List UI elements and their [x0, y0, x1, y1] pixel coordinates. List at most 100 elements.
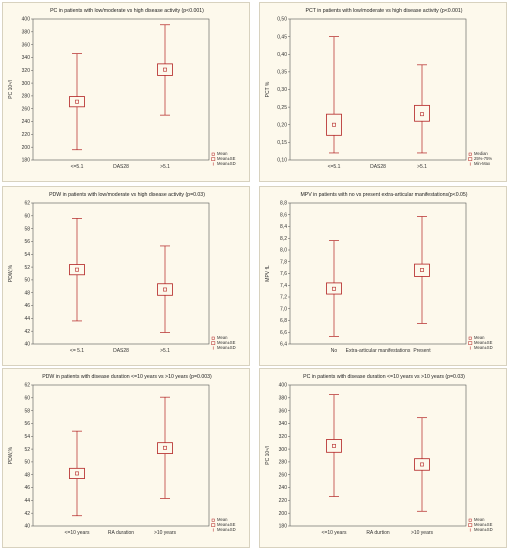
- chart-panel-pdw-disease-activity: PDW in patients with low/moderate vs hig…: [2, 186, 250, 366]
- legend-entry: Mean: [217, 517, 228, 522]
- x-category-label: Present: [413, 348, 431, 354]
- y-tick-label: 380: [279, 396, 288, 402]
- legend-symbol: [468, 518, 472, 522]
- center-marker: [332, 286, 336, 291]
- plot-frame: [289, 18, 467, 161]
- y-tick-label: 280: [22, 94, 31, 100]
- y-axis-label: MPV fL: [265, 265, 271, 282]
- chart-svg: PDW in patients with low/moderate vs hig…: [8, 192, 236, 354]
- chart-panel-pc-disease-duration: PC in patients with disease duration <=1…: [259, 368, 507, 548]
- y-tick-label: 0,40: [277, 52, 287, 58]
- y-tick-label: 0,50: [277, 17, 287, 23]
- box-rect: [414, 263, 430, 277]
- y-tick-label: 42: [24, 329, 30, 335]
- y-tick-label: 320: [279, 434, 288, 440]
- y-tick-label: 8,6: [280, 212, 287, 218]
- legend-symbol: [468, 523, 473, 527]
- legend-symbol: [211, 341, 216, 345]
- plot-frame: [32, 18, 210, 161]
- legend-symbol: [468, 336, 472, 340]
- y-tick-label: 180: [22, 158, 31, 164]
- box-first: [326, 240, 342, 337]
- y-tick-label: 58: [24, 408, 30, 414]
- y-tick-label: 8,4: [280, 224, 287, 230]
- y-tick-label: 0,35: [277, 70, 287, 76]
- x-category-label: >5.1: [417, 164, 427, 170]
- y-tick-label: 340: [22, 55, 31, 61]
- box-rect: [157, 283, 173, 296]
- legend-symbol: [211, 518, 215, 522]
- legend-entry: Mean±SD: [217, 527, 236, 532]
- y-tick-label: 60: [24, 396, 30, 402]
- y-tick-label: 8,0: [280, 248, 287, 254]
- y-tick-label: 60: [24, 214, 30, 220]
- chart-svg: PC in patients with low/moderate vs high…: [8, 8, 236, 170]
- y-tick-label: 6,8: [280, 318, 287, 324]
- y-tick-label: 320: [22, 68, 31, 74]
- box-first: [326, 394, 342, 497]
- x-category-label: >5.1: [160, 348, 170, 354]
- y-tick-label: 46: [24, 303, 30, 309]
- plot-frame: [289, 384, 467, 527]
- chart-panel-pc-disease-activity: PC in patients with low/moderate vs high…: [2, 2, 250, 182]
- legend-entry: Mean: [217, 335, 228, 340]
- y-tick-label: 400: [279, 383, 288, 389]
- center-marker: [420, 112, 424, 117]
- y-tick-label: 0,10: [277, 158, 287, 164]
- x-category-label: <=5.1: [71, 164, 84, 170]
- legend-symbol: [468, 157, 473, 161]
- x-category-label: >10 years: [411, 530, 434, 536]
- legend-entry: Mean±SE: [217, 340, 236, 345]
- legend-entry: Mean: [217, 151, 228, 156]
- y-tick-label: 300: [279, 447, 288, 453]
- box-second: [157, 24, 173, 116]
- legend-entry: Mean±SE: [217, 522, 236, 527]
- y-tick-label: 7,4: [280, 283, 287, 289]
- y-tick-label: 6,6: [280, 330, 287, 336]
- y-tick-label: 0,45: [277, 34, 287, 40]
- box-rect: [69, 96, 85, 108]
- box-rect: [69, 264, 85, 276]
- y-tick-label: 48: [24, 472, 30, 478]
- y-tick-label: 400: [22, 17, 31, 23]
- legend-entry: Mean±SD: [217, 345, 236, 350]
- y-tick-label: 8,8: [280, 201, 287, 207]
- legend-entry: Mean±SE: [474, 340, 493, 345]
- chart-svg: PCT in patients with low/moderate vs hig…: [265, 8, 492, 170]
- center-marker: [75, 99, 79, 104]
- x-axis-label: DAS28: [370, 164, 386, 170]
- chart-title: MPV in patients with no vs present extra…: [300, 192, 467, 198]
- box-second: [414, 417, 430, 512]
- box-rect: [69, 467, 85, 479]
- y-tick-label: 52: [24, 447, 30, 453]
- center-marker: [75, 267, 79, 272]
- center-marker: [420, 462, 424, 467]
- box-rect: [157, 63, 173, 76]
- x-category-label: >5.1: [160, 164, 170, 170]
- y-tick-label: 240: [279, 485, 288, 491]
- y-tick-label: 52: [24, 265, 30, 271]
- box-second: [157, 396, 173, 499]
- legend-symbol: [211, 152, 215, 156]
- y-tick-label: 50: [24, 278, 30, 284]
- y-tick-label: 260: [22, 106, 31, 112]
- y-tick-label: 280: [279, 460, 288, 466]
- chart-svg: PC in patients with disease duration <=1…: [265, 374, 493, 536]
- center-marker: [332, 122, 336, 127]
- legend-entry: Mean: [474, 517, 485, 522]
- y-tick-label: 0,15: [277, 140, 287, 146]
- y-tick-label: 40: [24, 524, 30, 530]
- x-axis-label: Extra-articular manifestations: [346, 348, 411, 354]
- y-tick-label: 360: [279, 408, 288, 414]
- y-tick-label: 7,0: [280, 306, 287, 312]
- y-tick-label: 44: [24, 316, 30, 322]
- legend-entry: Mean±SD: [474, 345, 493, 350]
- y-tick-label: 0,25: [277, 105, 287, 111]
- x-axis-label: DAS28: [113, 164, 129, 170]
- y-axis-label: PC 10⁹/l: [265, 446, 271, 465]
- box-rect: [326, 113, 342, 136]
- y-tick-label: 200: [22, 145, 31, 151]
- chart-panel-pdw-disease-duration: PDW in patients with disease duration <=…: [2, 368, 250, 548]
- chart-title: PC in patients with low/moderate vs high…: [50, 8, 204, 14]
- box-first: [69, 430, 85, 517]
